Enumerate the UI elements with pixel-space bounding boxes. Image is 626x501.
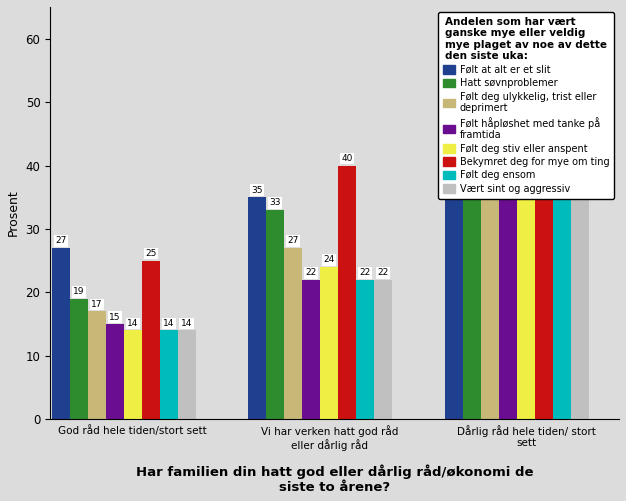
X-axis label: Har familien din hatt god eller dårlig råd/økonomi de
siste to årene?: Har familien din hatt god eller dårlig r… <box>136 464 533 494</box>
Text: 51: 51 <box>485 84 496 93</box>
Text: 17: 17 <box>91 300 103 309</box>
Bar <box>445 39 463 419</box>
Text: 19: 19 <box>73 287 85 296</box>
Text: 41: 41 <box>502 148 514 157</box>
Text: 43: 43 <box>520 135 531 144</box>
Text: 22: 22 <box>305 268 317 277</box>
Text: 22: 22 <box>377 268 389 277</box>
Text: 14: 14 <box>127 319 138 328</box>
Text: 45: 45 <box>557 122 568 131</box>
Y-axis label: Prosent: Prosent <box>7 190 20 236</box>
Bar <box>321 267 338 419</box>
Text: 40: 40 <box>574 154 585 163</box>
Bar <box>302 280 321 419</box>
Text: 25: 25 <box>145 249 156 258</box>
Bar <box>141 261 160 419</box>
Bar <box>571 165 589 419</box>
Bar <box>123 331 141 419</box>
Bar <box>52 248 69 419</box>
Bar <box>499 159 517 419</box>
Bar <box>553 134 571 419</box>
Text: 60: 60 <box>448 27 460 36</box>
Bar <box>517 146 535 419</box>
Text: 15: 15 <box>109 313 120 322</box>
Legend: Følt at alt er et slit, Hatt søvnproblemer, Følt deg ulykkelig, trist eller
depr: Følt at alt er et slit, Hatt søvnproblem… <box>438 12 614 199</box>
Text: 14: 14 <box>163 319 174 328</box>
Text: 27: 27 <box>55 236 66 245</box>
Text: 14: 14 <box>181 319 192 328</box>
Text: 27: 27 <box>287 236 299 245</box>
Text: 22: 22 <box>359 268 371 277</box>
Bar <box>69 299 88 419</box>
Bar <box>160 331 178 419</box>
Text: 35: 35 <box>252 186 263 195</box>
Bar <box>178 331 195 419</box>
Bar <box>106 324 123 419</box>
Text: 33: 33 <box>270 198 281 207</box>
Text: 40: 40 <box>342 154 353 163</box>
Bar <box>249 197 267 419</box>
Bar <box>284 248 302 419</box>
Text: 53: 53 <box>466 72 478 81</box>
Text: 60: 60 <box>538 27 550 36</box>
Bar <box>88 312 106 419</box>
Bar <box>338 165 356 419</box>
Bar <box>481 96 499 419</box>
Text: 24: 24 <box>324 256 335 265</box>
Bar <box>374 280 393 419</box>
Bar <box>356 280 374 419</box>
Bar <box>267 210 284 419</box>
Bar <box>535 39 553 419</box>
Bar <box>463 83 481 419</box>
